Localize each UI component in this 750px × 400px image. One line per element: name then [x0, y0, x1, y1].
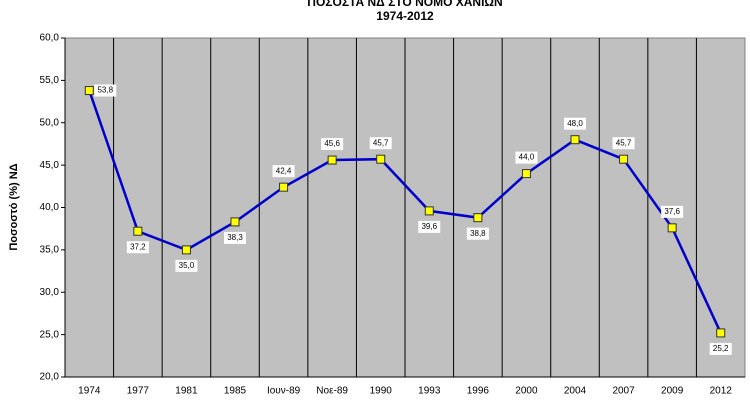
- y-tick-label: 60,0: [40, 33, 60, 44]
- value-label-box: [466, 227, 489, 240]
- marker: [716, 328, 726, 338]
- value-label-box: [126, 241, 149, 254]
- value-label-box: [321, 138, 344, 151]
- y-axis-title: Ποσοστό (%) ΝΔ: [8, 163, 20, 250]
- marker: [327, 155, 337, 165]
- marker: [84, 86, 94, 96]
- value-label: 25,2: [713, 344, 729, 353]
- value-label-box: [175, 259, 198, 272]
- value-label-box: [612, 137, 635, 150]
- value-label-box: [709, 342, 732, 355]
- marker: [521, 169, 531, 179]
- chart-subtitle: 1974-2012: [376, 9, 434, 23]
- value-label: 45,7: [373, 138, 389, 147]
- value-label: 37,6: [664, 207, 680, 216]
- x-tick-label: 1974: [78, 386, 101, 397]
- x-tick-label: 2009: [661, 386, 684, 397]
- value-label: 38,8: [470, 229, 486, 238]
- value-label: 45,6: [324, 139, 340, 148]
- x-tick-label: 1985: [224, 386, 247, 397]
- x-tick-label: 2007: [612, 386, 635, 397]
- y-tick-label: 45,0: [40, 160, 60, 171]
- y-tick-label: 20,0: [40, 372, 60, 383]
- x-tick-label: 1981: [175, 386, 198, 397]
- x-tick-label: Ιουν-89: [267, 386, 301, 397]
- x-tick-label: 2004: [564, 386, 587, 397]
- value-label-box: [564, 117, 586, 130]
- marker: [376, 154, 386, 164]
- value-label: 48,0: [567, 119, 583, 128]
- marker: [473, 213, 483, 223]
- x-tick-label: 1996: [467, 386, 490, 397]
- value-label-box: [515, 151, 538, 164]
- line: [88, 90, 722, 334]
- x-tick-label: 1977: [127, 386, 150, 397]
- y-tick-label: 25,0: [40, 329, 60, 340]
- value-label: 45,7: [616, 138, 632, 147]
- value-label-box: [94, 84, 117, 97]
- marker: [619, 154, 629, 164]
- value-label: 44,0: [519, 153, 535, 162]
- value-label: 53,8: [97, 86, 113, 95]
- y-tick-label: 40,0: [40, 202, 60, 213]
- x-tick-label: 1993: [418, 386, 441, 397]
- marker: [667, 223, 677, 233]
- marker: [133, 226, 143, 236]
- x-tick-label: 1990: [370, 386, 393, 397]
- value-label-box: [418, 220, 441, 233]
- value-label: 42,4: [276, 166, 292, 175]
- y-tick-label: 30,0: [40, 287, 60, 298]
- x-tick-label: 2000: [515, 386, 538, 397]
- marker: [181, 245, 191, 255]
- chart-title: ΠΟΣΟΣΤΑ ΝΔ ΣΤΟ ΝΟΜΟ ΧΑΝΙΩΝ: [307, 0, 502, 9]
- value-label: 35,0: [179, 261, 195, 270]
- y-tick-label: 55,0: [40, 75, 60, 86]
- value-label: 37,2: [130, 242, 146, 251]
- marker: [424, 206, 434, 216]
- x-tick-label: 2012: [710, 386, 733, 397]
- value-label-box: [661, 205, 684, 218]
- marker: [279, 182, 289, 192]
- value-label-box: [272, 165, 295, 178]
- value-label-box: [224, 231, 246, 244]
- y-tick-label: 35,0: [40, 245, 60, 256]
- marker: [570, 135, 580, 145]
- value-label: 39,6: [421, 222, 437, 231]
- value-label-box: [369, 137, 392, 150]
- value-label: 38,3: [227, 233, 243, 242]
- x-tick-label: Νοε-89: [316, 386, 348, 397]
- marker: [230, 217, 240, 227]
- y-tick-label: 50,0: [40, 117, 60, 128]
